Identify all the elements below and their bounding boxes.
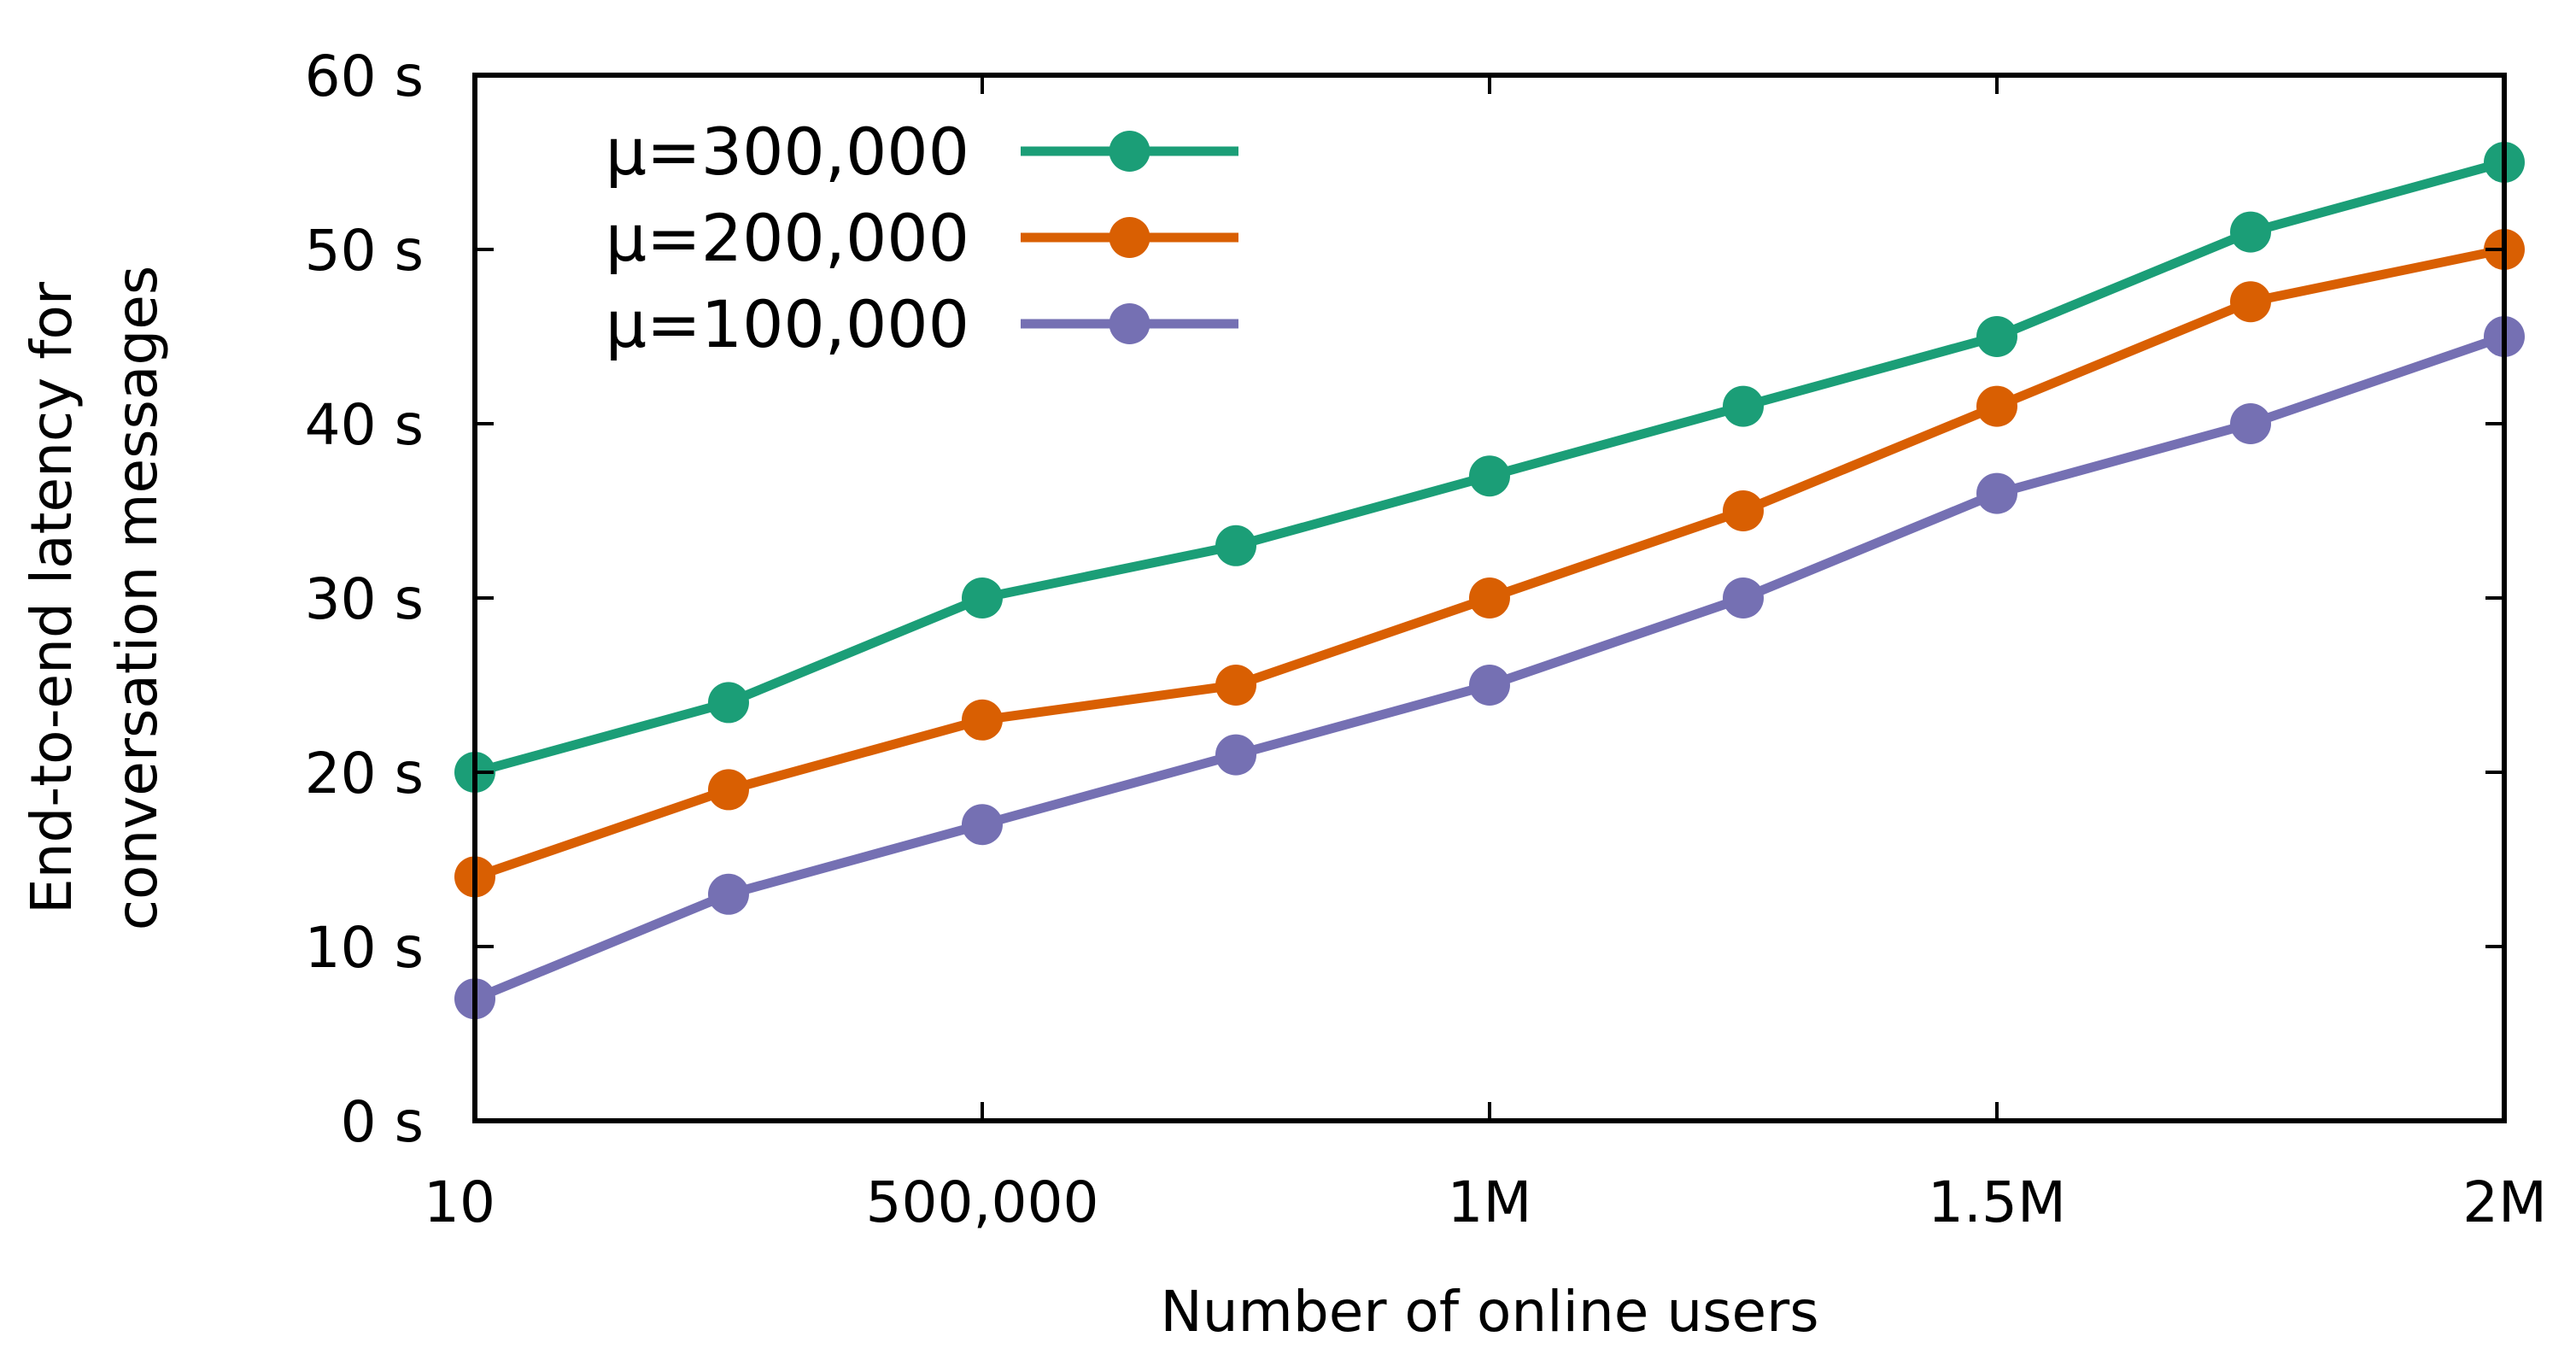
x-tick-label: 2M	[2462, 1169, 2547, 1235]
y-axis-title-line-1: End-to-end latency for	[19, 281, 85, 914]
data-point	[961, 804, 1003, 846]
y-tick-label: 40 s	[305, 392, 424, 458]
legend-label: μ=300,000	[606, 114, 969, 190]
data-point	[1215, 525, 1256, 566]
data-point	[2229, 211, 2271, 253]
y-axis-title: End-to-end latency for conversation mess…	[19, 266, 170, 931]
x-tick-label: 500,000	[866, 1169, 1099, 1235]
x-tick-label: 1M	[1448, 1169, 1532, 1235]
data-point	[707, 769, 749, 811]
data-point	[961, 577, 1003, 618]
x-tick-label: 10	[424, 1169, 495, 1235]
series-1	[454, 142, 2525, 793]
series-3	[454, 316, 2525, 1020]
x-axis-title: Number of online users	[1160, 1279, 1818, 1345]
data-point	[707, 682, 749, 724]
data-point	[1468, 577, 1510, 618]
legend: μ=300,000 μ=200,000 μ=100,000	[606, 114, 1238, 362]
x-tick-label: 1.5M	[1928, 1169, 2066, 1235]
data-point	[707, 873, 749, 915]
data-point	[1722, 577, 1764, 618]
y-tick-label: 60 s	[305, 44, 424, 109]
legend-marker	[1109, 217, 1150, 258]
legend-marker	[1109, 131, 1150, 172]
data-point	[961, 699, 1003, 741]
y-tick-label: 10 s	[305, 915, 424, 981]
legend-entry: μ=200,000	[606, 200, 1238, 276]
data-point	[1976, 316, 2017, 357]
data-point	[2229, 281, 2271, 323]
data-point	[1976, 472, 2017, 514]
y-tick-label: 20 s	[305, 741, 424, 806]
data-point	[1976, 385, 2017, 427]
data-point	[1468, 665, 1510, 706]
data-point	[1215, 665, 1256, 706]
y-tick-label: 50 s	[305, 218, 424, 284]
data-point	[1722, 385, 1764, 427]
legend-entry: μ=300,000	[606, 114, 1238, 190]
data-point	[1215, 734, 1256, 776]
data-point	[1468, 455, 1510, 497]
y-tick-label: 0 s	[341, 1089, 424, 1155]
legend-label: μ=100,000	[606, 286, 969, 362]
legend-entry: μ=100,000	[606, 286, 1238, 362]
legend-label: μ=200,000	[606, 200, 969, 276]
data-point	[1722, 490, 1764, 531]
y-tick-label: 30 s	[305, 566, 424, 632]
data-point	[2229, 403, 2271, 444]
tick-layer: 0 s 10 s 20 s 30 s 40 s 50 s 60 s 10 500,000 1M 1.…	[305, 44, 2547, 1235]
series-layer	[454, 142, 2525, 1020]
legend-marker	[1109, 303, 1150, 344]
y-axis-title-line-2: conversation messages	[104, 266, 170, 931]
